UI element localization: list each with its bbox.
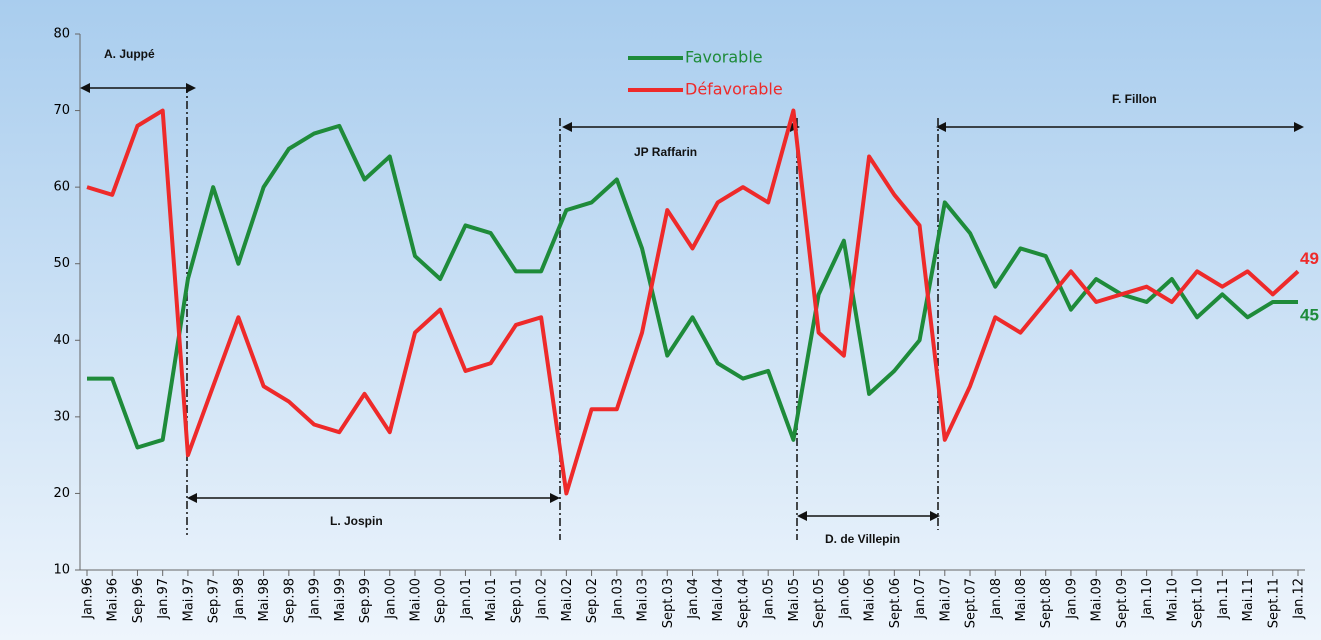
x-tick-label: Mai.01 — [484, 578, 499, 621]
x-tick-label: Jan.11 — [1216, 578, 1231, 620]
series-line — [87, 123, 1298, 450]
annotation: L. Jospin — [330, 514, 383, 528]
series-line — [86, 108, 1300, 496]
x-tick-label: Jan.04 — [686, 578, 701, 620]
x-tick-label: Jan.99 — [308, 578, 323, 620]
x-tick-label: Sep.99 — [358, 578, 373, 623]
x-tick-label: Mai.97 — [181, 578, 196, 621]
y-tick-label: 70 — [53, 103, 70, 118]
x-tick-label: Sep.02 — [585, 578, 600, 623]
end-value-label: 49 — [1300, 249, 1319, 268]
legend-label: Favorable — [685, 48, 763, 67]
x-tick-label: Mai.07 — [938, 578, 953, 621]
x-tick-label: Mai.00 — [408, 578, 423, 621]
x-tick-label: Mai.06 — [863, 578, 878, 621]
legend-label: Défavorable — [685, 80, 783, 99]
x-tick-label: Sep.01 — [509, 578, 524, 623]
x-tick-label: Jan.98 — [232, 578, 247, 620]
x-tick-label: Sept.06 — [888, 578, 903, 628]
end-value-label: 45 — [1300, 305, 1319, 324]
x-tick-label: Mai.09 — [1090, 578, 1105, 621]
x-tick-label: Mai.02 — [560, 578, 575, 621]
annotation: JP Raffarin — [634, 145, 697, 159]
x-tick-label: Sept.09 — [1115, 578, 1130, 628]
x-tick-label: Sept.10 — [1191, 578, 1206, 628]
y-tick-label: 60 — [53, 180, 70, 195]
y-tick-label: 80 — [53, 27, 70, 42]
x-tick-label: Mai.05 — [787, 578, 802, 621]
x-tick-label: Mai.98 — [257, 578, 272, 621]
y-tick-label: 40 — [53, 333, 70, 348]
x-tick-label: Mai.11 — [1241, 578, 1256, 621]
x-tick-label: Jan.97 — [156, 578, 171, 620]
x-tick-label: Sept.08 — [1039, 578, 1054, 628]
x-tick-label: Sept.03 — [661, 578, 676, 628]
annotations: A. Juppé L. Jospin JP Raffarin D. de Vil… — [80, 47, 1304, 546]
x-tick-label: Sep.98 — [282, 578, 297, 623]
y-tick-label: 10 — [53, 563, 70, 578]
x-tick-label: Sept.07 — [964, 578, 979, 628]
x-tick-label: Mai.08 — [1014, 578, 1029, 621]
x-tick-label: Mai.96 — [106, 578, 121, 621]
annotation: A. Juppé — [104, 47, 155, 61]
x-tick-label: Jan.07 — [913, 578, 928, 620]
x-tick-label: Jan.10 — [1140, 578, 1155, 620]
x-tick-label: Jan.02 — [535, 578, 550, 620]
x-tick-label: Mai.03 — [636, 578, 651, 621]
x-tick-label: Mai.04 — [711, 578, 726, 621]
x-tick-label: Sept.11 — [1266, 578, 1281, 628]
x-tick-label: Jan.08 — [989, 578, 1004, 620]
x-tick-label: Jan.00 — [383, 578, 398, 620]
x-tick-label: Jan.05 — [762, 578, 777, 620]
y-tick-label: 30 — [53, 409, 70, 424]
x-tick-label: Mai.99 — [333, 578, 348, 621]
annotation: F. Fillon — [1112, 92, 1157, 106]
x-tick-label: Sep.97 — [207, 578, 222, 623]
x-tick-label: Sept.04 — [736, 578, 751, 628]
x-tick-label: Jan.01 — [459, 578, 474, 620]
x-tick-label: Mai.10 — [1165, 578, 1180, 621]
x-tick-label: Sep.00 — [434, 578, 449, 623]
x-tick-label: Jan.06 — [837, 578, 852, 620]
annotation: D. de Villepin — [825, 532, 900, 546]
y-tick-label: 20 — [53, 486, 70, 501]
x-tick-label: Jan.03 — [610, 578, 625, 620]
x-tick-label: Jan.09 — [1064, 578, 1079, 620]
x-tick-label: Sept.05 — [812, 578, 827, 628]
x-tick-label: Jan.96 — [81, 578, 96, 620]
y-tick-label: 50 — [53, 256, 70, 271]
x-tick-label: Sep.96 — [131, 578, 146, 623]
x-tick-label: Jan.12 — [1292, 578, 1307, 620]
